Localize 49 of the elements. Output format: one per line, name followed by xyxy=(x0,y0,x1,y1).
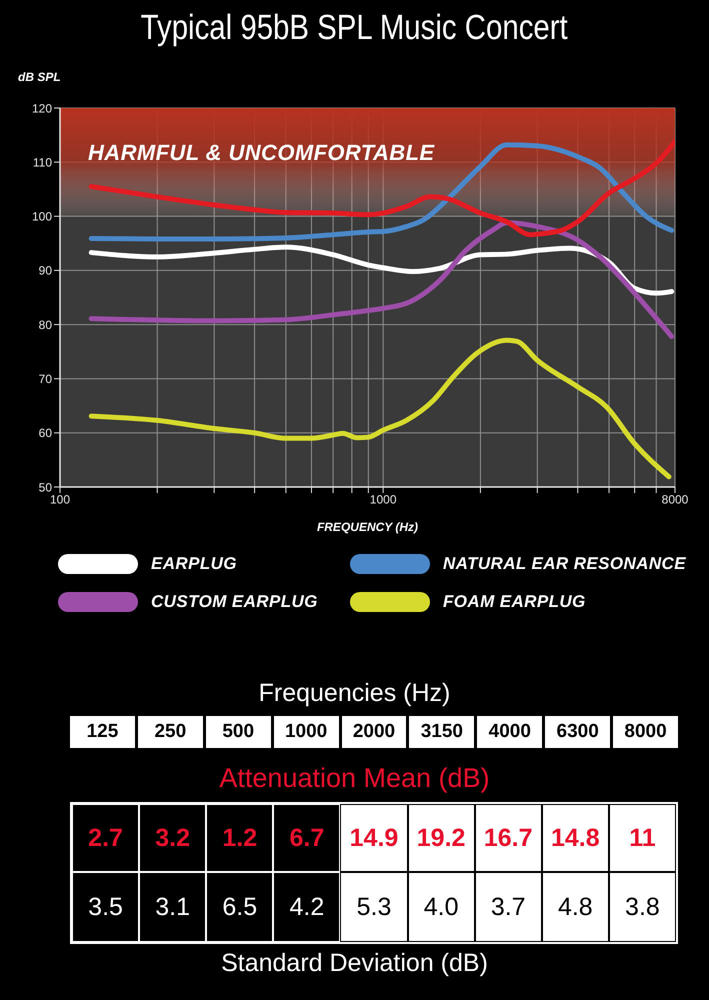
data-label: 1.2 xyxy=(222,824,258,852)
y-tick-label: 80 xyxy=(38,318,52,332)
category-label: 4000 xyxy=(488,721,531,743)
category-label: 500 xyxy=(222,721,254,743)
category-label: 125 xyxy=(86,721,118,743)
legend-label: FOAM EARPLUG xyxy=(443,592,586,612)
data-label: 6.7 xyxy=(290,824,324,852)
data-label: 16.7 xyxy=(484,824,533,852)
data-label: 19.2 xyxy=(416,824,466,852)
data-label: 3.8 xyxy=(625,892,660,922)
series-label: Standard Deviation (dB) xyxy=(221,949,488,977)
y-tick-label: 110 xyxy=(32,155,52,170)
data-label: 3.7 xyxy=(490,892,526,922)
x-tick-label: 1000 xyxy=(370,492,397,507)
y-tick-label: 100 xyxy=(32,210,52,224)
legend-label: NATURAL EAR RESONANCE xyxy=(443,554,686,574)
data-label: 3.5 xyxy=(88,892,123,922)
data-label: 11 xyxy=(629,824,656,852)
text: Frequencies (Hz) xyxy=(258,679,450,707)
category-label: 3150 xyxy=(420,721,464,743)
y-tick-label: 120 xyxy=(32,101,52,116)
x-tick-label: 100 xyxy=(50,492,70,507)
data-label: 4.8 xyxy=(558,892,593,922)
x-tick-label: 8000 xyxy=(662,492,689,507)
y-tick-label: 90 xyxy=(38,264,52,278)
data-label: 5.3 xyxy=(356,892,392,922)
category-label: 6300 xyxy=(556,721,599,743)
y-tick-label: 70 xyxy=(38,372,52,386)
y-tick-label: 50 xyxy=(38,480,52,494)
category-label: 8000 xyxy=(624,721,667,743)
x-axis-title: FREQUENCY (Hz) xyxy=(316,520,418,534)
data-label: 14.9 xyxy=(350,824,398,852)
category-label: 2000 xyxy=(352,721,396,743)
data-label: 3.1 xyxy=(155,892,190,922)
data-label: 6.5 xyxy=(222,892,258,922)
category-label: 1000 xyxy=(284,721,328,743)
legend-label: EARPLUG xyxy=(151,554,237,574)
y-tick-label: 60 xyxy=(38,426,52,440)
data-label: 14.8 xyxy=(550,824,600,852)
series-label: Attenuation Mean (dB) xyxy=(219,763,490,793)
band-label: HARMFUL & UNCOMFORTABLE xyxy=(88,140,436,165)
y-axis-title: dB SPL xyxy=(18,70,61,84)
data-label: 3.2 xyxy=(155,824,190,852)
data-label: 4.0 xyxy=(424,892,458,922)
category-label: 250 xyxy=(154,721,186,743)
data-label: 4.2 xyxy=(290,892,324,922)
data-label: 2.7 xyxy=(88,824,123,852)
legend-label: CUSTOM EARPLUG xyxy=(151,592,318,612)
chart-title: Typical 95bB SPL Music Concert xyxy=(140,8,568,47)
